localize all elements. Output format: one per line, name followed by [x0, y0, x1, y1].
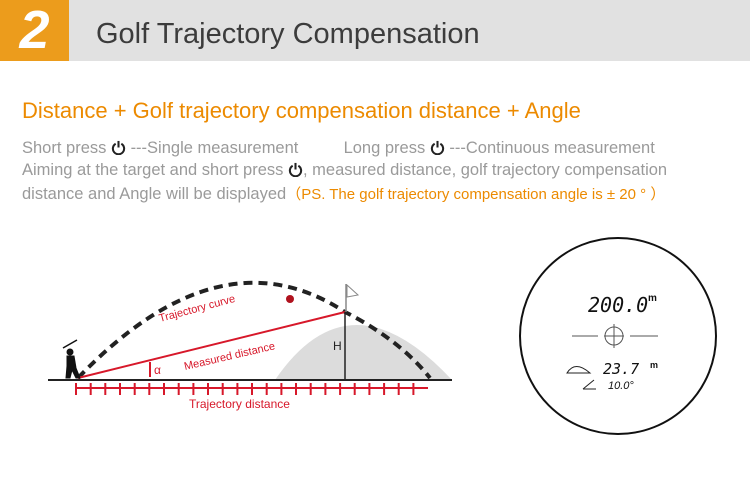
angle-icon [582, 379, 596, 390]
long-press-desc: ---Continuous measurement [449, 139, 655, 157]
power-icon [111, 140, 126, 155]
viewfinder [519, 237, 717, 435]
short-press-label: Short press [22, 139, 107, 157]
power-icon [288, 162, 303, 177]
compensated-readout: 23.7 [603, 360, 639, 378]
instruction-text: Aiming at the target and short press [22, 161, 284, 179]
trajectory-curve [76, 280, 432, 380]
long-press-label: Long press [343, 139, 426, 157]
step-number: 2 [0, 0, 69, 61]
flag-icon [345, 283, 360, 312]
golfer-icon [62, 339, 81, 379]
header-bar: 2 Golf Trajectory Compensation [0, 0, 750, 61]
angle-note: （PS. The golf trajectory compensation an… [286, 186, 666, 203]
angle-readout: 10.0° [608, 380, 634, 392]
distance-unit: m [648, 293, 657, 304]
page-title: Golf Trajectory Compensation [96, 18, 480, 50]
measured-line [77, 311, 346, 379]
trajectory-distance-label: Trajectory distance [189, 397, 290, 411]
compensated-unit: m [650, 360, 658, 370]
crosshair-icon [572, 324, 658, 348]
measured-distance-label: Measured distance [183, 340, 276, 373]
instruction-line-3: distance and Angle will be displayed（PS.… [22, 183, 665, 204]
distance-readout: 200.0 [588, 293, 648, 317]
instruction-text: , measured distance, golf trajectory com… [302, 161, 668, 179]
instruction-line-2: Aiming at the target and short press , m… [22, 161, 667, 180]
trajectory-curve-label: Trajectory curve [158, 293, 237, 325]
instruction-text: distance and Angle will be displayed [22, 185, 287, 203]
trajectory-icon [566, 366, 592, 374]
short-press-desc: ---Single measurement [130, 139, 299, 157]
height-label: H [333, 339, 342, 353]
apex-dot [286, 295, 294, 303]
power-icon [430, 140, 444, 155]
distance-ruler [75, 383, 428, 395]
section-subtitle: Distance + Golf trajectory compensation … [22, 98, 581, 123]
instruction-line-1: Short press ---Single measurement Long p… [22, 139, 655, 158]
alpha-label: α [154, 363, 161, 377]
hill [275, 325, 452, 380]
